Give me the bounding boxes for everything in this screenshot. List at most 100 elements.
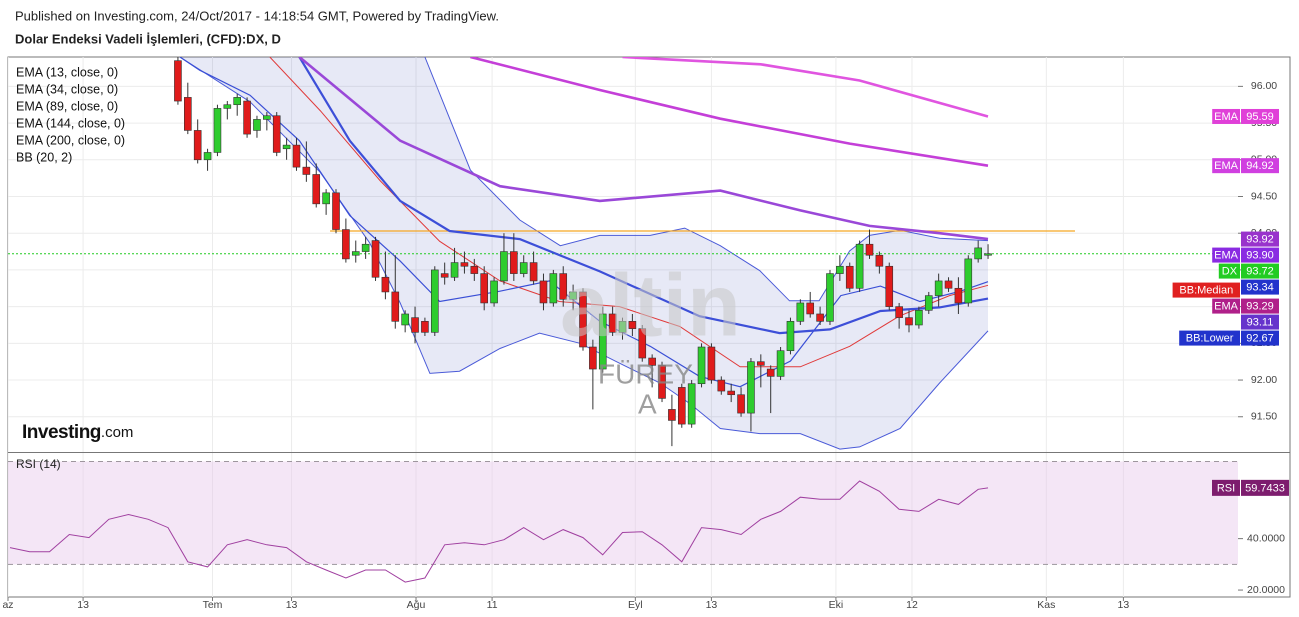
candle-body [579, 291, 587, 348]
candle-body [766, 368, 775, 377]
x-tick-label: 13 [1118, 599, 1130, 611]
candle-body [559, 273, 568, 300]
candle-body [342, 229, 350, 260]
candle-body [193, 130, 202, 161]
x-tick-label: 13 [77, 599, 89, 611]
candle-body [569, 291, 577, 300]
candle-body [885, 265, 894, 307]
candle-body [302, 166, 311, 175]
price-tag-label: EMA [1214, 111, 1239, 123]
x-tick-label: az [2, 599, 13, 611]
candle-body [243, 100, 251, 135]
price-tag-value: 93.11 [1247, 316, 1274, 328]
candle-body [460, 262, 469, 267]
candle-body [628, 321, 637, 329]
candle-body [984, 253, 992, 256]
ema-line [470, 57, 989, 167]
price-tag [1241, 263, 1279, 279]
candle-body [223, 104, 232, 109]
candle-body [233, 97, 242, 106]
candle-body [411, 317, 419, 333]
price-tag-label: EMA [1214, 300, 1239, 312]
candle-body [361, 243, 370, 252]
candle-body [529, 262, 538, 282]
candle-body [934, 280, 943, 296]
candle-body [174, 60, 182, 102]
candle-body [213, 108, 222, 153]
candle-body [648, 357, 656, 366]
candle-body [292, 144, 301, 168]
candle-body [816, 313, 824, 322]
price-tag-name [1212, 247, 1240, 263]
candle-body [944, 280, 953, 289]
candle-body [282, 144, 291, 150]
candle-body [964, 258, 973, 304]
candle-body [421, 321, 429, 333]
rsi-panel [8, 453, 1238, 597]
candle-body [203, 152, 212, 161]
x-tick-label: 12 [906, 599, 918, 611]
candle-body [519, 262, 528, 274]
candle-body [598, 313, 607, 370]
watermark: altin [560, 255, 741, 354]
price-panel [8, 57, 1238, 452]
price-tag [1241, 298, 1279, 314]
legend-entry: EMA (89, close, 0) [16, 99, 118, 113]
price-tag-value: 93.72 [1246, 265, 1274, 277]
published-note: Published on Investing.com, 24/Oct/2017 … [15, 8, 499, 23]
price-tag [1241, 314, 1279, 330]
x-tick-label: 13 [286, 599, 298, 611]
candle-body [618, 321, 627, 333]
price-tag-label: BB:Lower [1186, 332, 1234, 344]
band-lower [179, 57, 989, 450]
candle-body [836, 265, 844, 274]
candle-body [480, 273, 488, 304]
band-upper [424, 57, 989, 302]
overlay: altin FÜREY A Investing.com RSI (14) EMA… [16, 65, 741, 471]
candle-body [747, 361, 755, 414]
candle-body [954, 287, 963, 304]
price-tag [1241, 330, 1279, 346]
candle-body [322, 192, 330, 205]
candle-body [786, 321, 795, 351]
candle-body [658, 365, 666, 399]
y-tick-label: 96.00 [1251, 80, 1277, 92]
candle-body [687, 383, 696, 425]
rsi-value-tag [1241, 479, 1289, 496]
logo-suffix: .com [101, 424, 134, 441]
candle-body [470, 265, 479, 274]
price-tag-label: EMA [1214, 249, 1239, 261]
price-tag-value: 92.67 [1246, 332, 1274, 344]
logo: Investing.com [22, 422, 133, 443]
candle-body [332, 192, 340, 230]
price-tag-value: 95.59 [1246, 111, 1274, 123]
candle-body [776, 350, 785, 377]
x-tick-label: Eki [829, 599, 844, 611]
legend-entry: EMA (13, close, 0) [16, 65, 118, 79]
candle-body [391, 291, 400, 322]
candle-body [677, 387, 686, 425]
rsi-name-text: RSI [1217, 482, 1235, 494]
candle-body [924, 295, 933, 311]
rsi-line [9, 480, 989, 583]
candle-body [895, 306, 903, 318]
price-tag-name [1179, 330, 1240, 346]
candle-body [510, 251, 518, 274]
x-tick-label: Tem [203, 599, 223, 611]
candle-body [401, 313, 409, 326]
price-tag-label: DX [1222, 265, 1238, 277]
x-tick-label: 13 [706, 599, 718, 611]
price-tag-name [1212, 158, 1240, 174]
rsi-value-text: 59.7433 [1245, 482, 1285, 494]
watermark: A [638, 388, 657, 419]
candle-body [974, 247, 982, 260]
candle-body [697, 346, 706, 385]
candle-body [272, 115, 281, 153]
candle-body [440, 273, 449, 278]
price-tag-name [1172, 282, 1240, 298]
y-tick-label: 92.00 [1251, 374, 1277, 386]
price-tag-name [1212, 108, 1240, 124]
band-median [269, 57, 989, 368]
candle-body [845, 265, 854, 289]
